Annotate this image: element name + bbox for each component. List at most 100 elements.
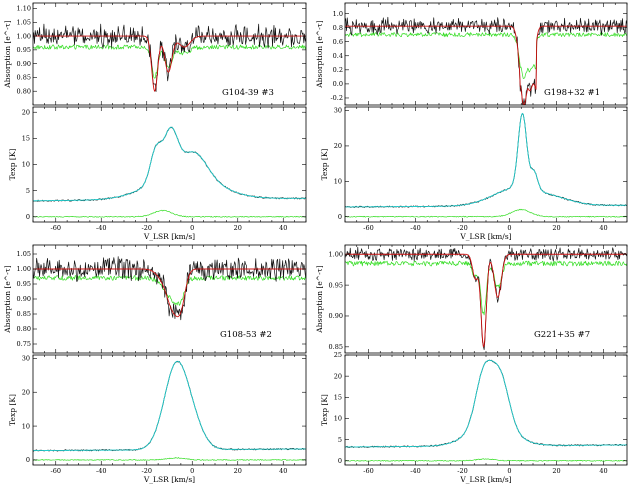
x-tick-label: -20 xyxy=(457,467,467,475)
y-tick-label: 0.75 xyxy=(17,340,31,348)
x-tick-label: 40 xyxy=(279,467,287,475)
x-tick-label: -40 xyxy=(96,467,106,475)
y-tick-label: 1.00 xyxy=(329,250,343,258)
source-label: G221+35 #7 xyxy=(534,330,590,340)
y-tick-label: 0.95 xyxy=(329,281,343,289)
emission-axis-title: Texp [K] xyxy=(320,149,329,181)
absorption-green-trace xyxy=(345,260,627,316)
absorption-fit-trace xyxy=(345,25,627,105)
absorption-axis-title: Absorption [e^-τ] xyxy=(315,265,324,333)
emission-plot-area xyxy=(345,112,627,218)
x-tick-label: -20 xyxy=(457,224,467,232)
y-tick-label: 5 xyxy=(26,187,30,195)
y-tick-label: 0.95 xyxy=(17,46,31,54)
emission-observed-trace xyxy=(33,126,306,202)
x-axis-title: V_LSR [km/s] xyxy=(459,232,511,241)
emission-axis-title: Texp [K] xyxy=(8,394,17,426)
y-tick-label: 20 xyxy=(334,142,342,150)
x-tick-label: -60 xyxy=(363,224,373,232)
x-tick-label: 40 xyxy=(279,224,287,232)
x-tick-label: -60 xyxy=(51,224,61,232)
y-tick-label: 20 xyxy=(334,372,342,380)
y-tick-label: 1.10 xyxy=(17,5,31,13)
x-tick-label: 20 xyxy=(552,224,560,232)
y-tick-label: 0.90 xyxy=(329,312,343,320)
emission-plot-area xyxy=(33,360,306,461)
y-tick-label: 0.85 xyxy=(329,343,343,351)
x-tick-label: 0 xyxy=(507,467,511,475)
emission-model-trace xyxy=(345,359,627,448)
y-tick-label: 1.05 xyxy=(17,250,31,258)
y-tick-label: 1.00 xyxy=(17,265,31,273)
y-tick-label: 5 xyxy=(338,436,342,444)
x-tick-label: 0 xyxy=(190,467,194,475)
emission-model-trace xyxy=(33,126,306,202)
y-tick-label: 0.80 xyxy=(17,325,31,333)
y-tick-label: 10 xyxy=(334,415,342,423)
y-tick-label: 15 xyxy=(334,394,342,402)
x-tick-label: -40 xyxy=(410,224,420,232)
y-tick-label: 0.0 xyxy=(333,80,343,88)
x-tick-label: -20 xyxy=(142,467,152,475)
spectrum-panel-4: 0.85 0.90 0.95 1.00 Absorption [e^-τ] G221+35… xyxy=(315,244,628,484)
y-tick-label: 10 xyxy=(22,161,30,169)
y-tick-label: 30 xyxy=(22,355,30,363)
spectrum-panel-3: 0.75 0.80 0.85 0.90 0.95 1.00 1.05 Absorption [… xyxy=(3,244,307,484)
x-axis-title: V_LSR [km/s] xyxy=(459,475,511,484)
x-tick-label: -40 xyxy=(410,467,420,475)
y-tick-label: 0.80 xyxy=(17,87,31,95)
y-tick-label: 30 xyxy=(334,107,342,115)
absorption-plot-area xyxy=(345,246,627,350)
x-axis-title: V_LSR [km/s] xyxy=(143,475,195,484)
x-tick-label: 20 xyxy=(234,467,242,475)
x-tick-label: 40 xyxy=(599,467,607,475)
absorption-fit-trace xyxy=(345,253,627,348)
absorption-plot-area xyxy=(345,16,627,105)
y-tick-label: 0 xyxy=(338,213,342,221)
y-tick-label: 0.4 xyxy=(333,52,343,60)
absorption-green-trace xyxy=(33,275,306,306)
y-tick-label: 20 xyxy=(22,108,30,116)
absorption-axis-title: Absorption [e^-τ] xyxy=(315,20,324,88)
y-tick-label: 0.90 xyxy=(17,295,31,303)
y-tick-label: 0.6 xyxy=(333,38,343,46)
y-tick-label: 1.05 xyxy=(17,18,31,26)
absorption-observed-trace xyxy=(33,256,306,321)
emission-residual-trace xyxy=(345,458,627,462)
y-tick-label: 0.85 xyxy=(17,310,31,318)
x-tick-label: 20 xyxy=(552,467,560,475)
y-tick-label: 25 xyxy=(334,351,342,359)
absorption-observed-trace xyxy=(33,23,306,92)
x-tick-label: 0 xyxy=(190,224,194,232)
x-tick-label: -20 xyxy=(142,224,152,232)
y-tick-label: 0 xyxy=(26,213,30,221)
emission-residual-trace xyxy=(345,208,627,218)
source-label: G198+32 #1 xyxy=(544,88,600,98)
absorption-green-trace xyxy=(33,44,306,79)
spectrum-panel-1: 0.80 0.85 0.90 0.95 1.00 1.05 1.10 Absorption [… xyxy=(3,2,307,241)
y-tick-label: 0.95 xyxy=(17,280,31,288)
x-tick-label: -40 xyxy=(96,224,106,232)
emission-observed-trace xyxy=(345,359,627,448)
y-tick-label: 0 xyxy=(338,457,342,465)
y-tick-label: 15 xyxy=(22,135,30,143)
axes-frame xyxy=(344,354,628,466)
x-axis-title: V_LSR [km/s] xyxy=(143,232,195,241)
y-tick-label: 0 xyxy=(26,456,30,464)
absorption-green-trace xyxy=(345,32,627,79)
x-tick-label: 40 xyxy=(599,224,607,232)
x-tick-label: -60 xyxy=(363,467,373,475)
emission-axis-title: Texp [K] xyxy=(8,149,17,181)
emission-plot-area xyxy=(345,359,627,462)
y-tick-label: 1.0 xyxy=(333,10,343,18)
y-tick-label: 10 xyxy=(334,178,342,186)
y-tick-label: 1.00 xyxy=(17,32,31,40)
absorption-fit-trace xyxy=(33,35,306,92)
absorption-fit-trace xyxy=(33,268,306,318)
axes-frame xyxy=(344,106,628,223)
axes-frame xyxy=(32,354,307,466)
x-tick-label: 20 xyxy=(234,224,242,232)
y-tick-label: 20 xyxy=(22,388,30,396)
absorption-plot-area xyxy=(33,23,306,92)
